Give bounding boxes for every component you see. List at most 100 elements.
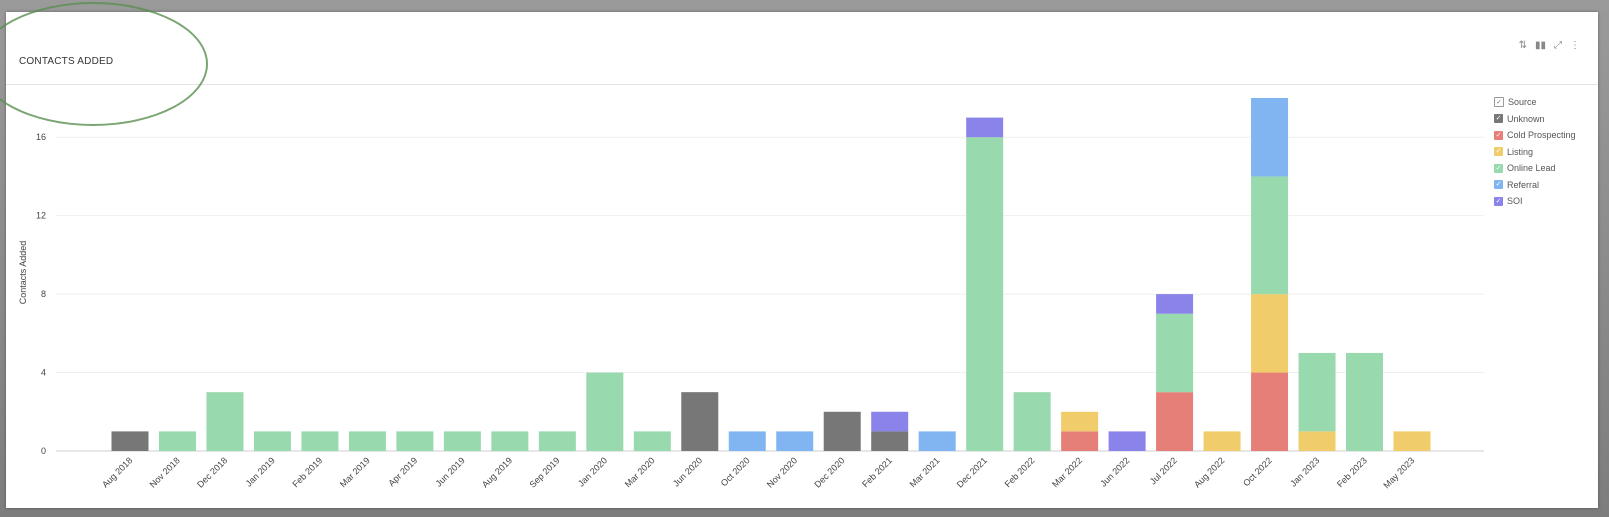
- x-tick-label: Mar 2019: [338, 455, 372, 489]
- y-tick-label: 12: [36, 211, 46, 221]
- y-tick-label: 4: [41, 368, 46, 378]
- legend-item[interactable]: ✓ SOI: [1494, 193, 1576, 210]
- x-tick-label: Aug 2019: [480, 455, 514, 489]
- bar-segment: [1013, 392, 1051, 451]
- bar-segment: [776, 431, 814, 451]
- x-tick-label: Nov 2018: [148, 455, 182, 489]
- x-tick-label: Jun 2022: [1098, 455, 1131, 488]
- bar-segment: [1203, 431, 1241, 451]
- bar-segment: [1346, 352, 1384, 451]
- legend-item[interactable]: ✓ Unknown: [1494, 111, 1576, 128]
- x-tick-label: Jan 2019: [244, 455, 277, 488]
- x-tick-label: Jun 2020: [671, 455, 704, 488]
- x-tick-label: Oct 2020: [719, 455, 752, 488]
- y-tick-label: 16: [36, 132, 46, 142]
- legend-checkbox[interactable]: ✓: [1494, 163, 1503, 173]
- legend-checkbox[interactable]: ✓: [1494, 114, 1503, 124]
- bar-segment: [728, 431, 766, 451]
- sort-icon[interactable]: ⇅: [1518, 40, 1527, 51]
- x-tick-label: Aug 2022: [1192, 455, 1226, 489]
- x-tick-label: Feb 2022: [1003, 455, 1037, 489]
- bar-segment: [681, 392, 719, 451]
- bar-segment: [348, 431, 386, 451]
- bar-segment: [301, 431, 339, 451]
- bar-segment: [918, 431, 956, 451]
- bar-segment: [491, 431, 529, 451]
- expand-icon[interactable]: ⤢: [1554, 40, 1562, 51]
- bar-segment: [1061, 431, 1099, 451]
- x-tick-label: Jan 2023: [1288, 455, 1321, 488]
- bar-segment: [1251, 98, 1289, 177]
- legend-header-label: Source: [1508, 97, 1537, 108]
- bar-segment: [1061, 411, 1099, 432]
- panel-toolbar: ⇅ ▮▮ ⤢ ⋮: [1519, 40, 1580, 51]
- x-tick-label: Nov 2020: [765, 455, 799, 489]
- bar-segment: [966, 117, 1004, 138]
- legend-item[interactable]: ✓ Listing: [1494, 144, 1576, 161]
- x-tick-label: Dec 2018: [195, 455, 229, 489]
- bar-segment: [253, 431, 291, 451]
- x-tick-label: Dec 2020: [812, 455, 846, 489]
- legend-label: Referral: [1507, 179, 1540, 190]
- bar-segment: [158, 431, 196, 451]
- bar-segment: [823, 411, 861, 451]
- x-tick-label: Dec 2021: [955, 455, 989, 489]
- bar-segment: [1156, 294, 1194, 314]
- bar-segment: [1156, 392, 1194, 451]
- bar-segment: [871, 411, 909, 432]
- y-tick-label: 0: [41, 446, 46, 456]
- legend-header-checkbox[interactable]: ✓: [1494, 97, 1504, 108]
- bar-segment: [1298, 431, 1336, 451]
- legend-checkbox[interactable]: ✓: [1494, 147, 1503, 157]
- legend-label: Listing: [1507, 146, 1534, 157]
- bar-segment: [443, 431, 481, 451]
- bar-segment: [1156, 313, 1194, 393]
- legend-label: Online Lead: [1507, 163, 1556, 174]
- x-tick-label: Apr 2019: [386, 455, 419, 488]
- x-tick-label: Aug 2018: [100, 455, 134, 489]
- x-tick-label: Feb 2023: [1335, 455, 1369, 489]
- x-tick-label: Feb 2021: [860, 455, 894, 489]
- legend-item[interactable]: ✓ Referral: [1494, 177, 1576, 194]
- x-tick-label: Jan 2020: [576, 455, 609, 488]
- x-tick-label: Feb 2019: [290, 455, 324, 489]
- bar-segment: [1108, 431, 1146, 451]
- bar-segment: [396, 431, 434, 451]
- x-tick-label: Oct 2022: [1241, 455, 1274, 488]
- x-tick-label: Mar 2020: [623, 455, 657, 489]
- bar-segment: [1251, 176, 1289, 295]
- x-tick-label: Mar 2022: [1050, 455, 1084, 489]
- x-tick-label: Jun 2019: [434, 455, 467, 488]
- bar-segment: [586, 372, 624, 451]
- legend-item[interactable]: ✓ Cold Prospecting: [1494, 127, 1576, 144]
- bar-segment: [111, 431, 149, 451]
- legend-label: SOI: [1507, 196, 1523, 207]
- x-tick-label: Jul 2022: [1148, 455, 1179, 486]
- page-title: CONTACTS ADDED: [19, 56, 114, 67]
- chart-legend: ✓ Source ✓ Unknown ✓ Cold Prospecting ✓ Listi…: [1494, 94, 1576, 210]
- legend-label: Cold Prospecting: [1507, 130, 1576, 141]
- legend-label: Unknown: [1507, 113, 1545, 124]
- x-tick-label: Mar 2021: [908, 455, 942, 489]
- bar-segment: [206, 392, 244, 451]
- legend-checkbox[interactable]: ✓: [1494, 180, 1503, 190]
- bar-segment: [966, 137, 1004, 451]
- legend-checkbox[interactable]: ✓: [1494, 130, 1503, 140]
- more-options-icon[interactable]: ⋮: [1570, 40, 1580, 51]
- x-tick-label: Sep 2019: [527, 455, 561, 489]
- bar-chart-icon[interactable]: ▮▮: [1534, 40, 1546, 51]
- bar-segment: [1298, 352, 1336, 432]
- bar-segment: [1393, 431, 1431, 451]
- bar-segment: [1251, 294, 1289, 373]
- legend-checkbox[interactable]: ✓: [1494, 196, 1503, 206]
- header-divider: [6, 84, 1598, 85]
- legend-header[interactable]: ✓ Source: [1494, 94, 1576, 111]
- bar-segment: [871, 431, 909, 451]
- x-tick-label: May 2023: [1381, 455, 1416, 490]
- bar-segment: [1251, 372, 1289, 451]
- bar-segment: [633, 431, 671, 451]
- y-tick-label: 8: [41, 289, 46, 299]
- legend-item[interactable]: ✓ Online Lead: [1494, 160, 1576, 177]
- bar-segment: [538, 431, 576, 451]
